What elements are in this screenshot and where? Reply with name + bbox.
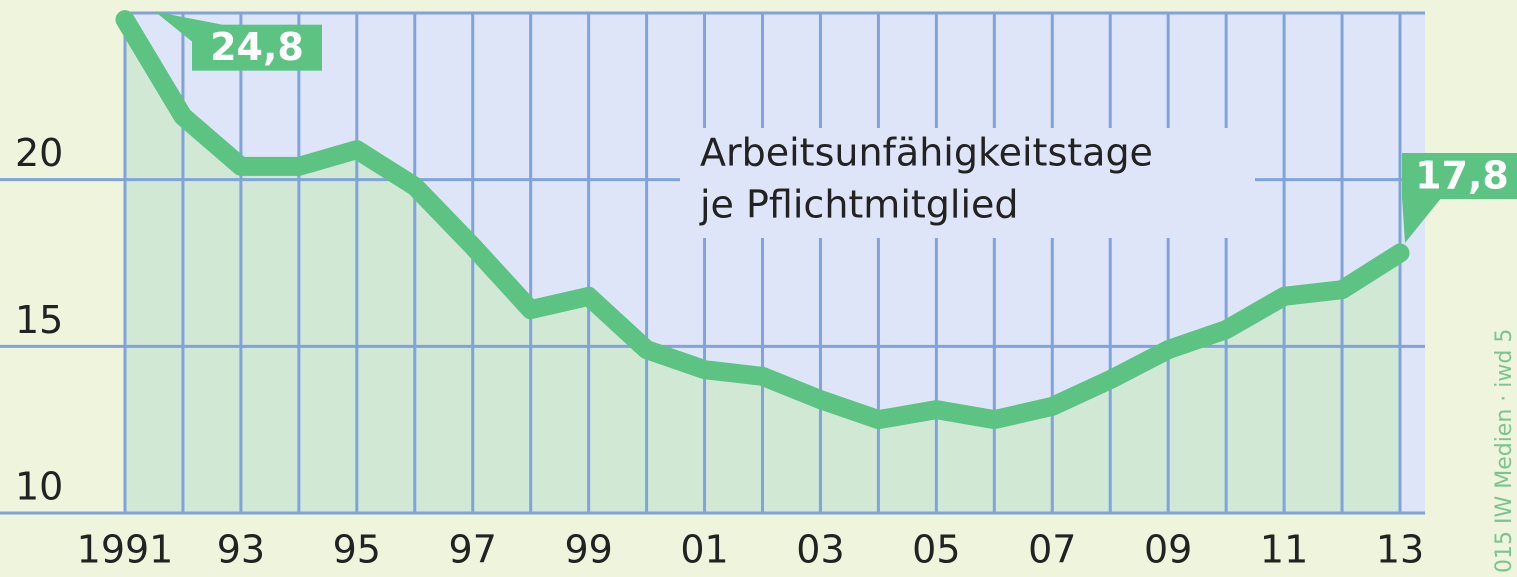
x-tick-label: 99	[564, 528, 612, 572]
data-label: 24,8	[210, 25, 304, 69]
x-tick-label: 07	[1028, 528, 1076, 572]
source: 015 IW Medien · iwd 5	[1492, 329, 1517, 573]
x-tick-label: 03	[796, 528, 844, 572]
x-tick-label: 01	[680, 528, 728, 572]
line	[115, 10, 1410, 430]
y-tick-label: 10	[15, 465, 63, 509]
x-tick-label: 13	[1376, 528, 1424, 572]
data-label: 17,8	[1415, 154, 1509, 198]
x-tick-label: 09	[1144, 528, 1192, 572]
area	[125, 19, 1400, 514]
annotation: je Pflichtmitglied	[699, 183, 1019, 227]
label-box	[1402, 153, 1517, 199]
x-tick-label: 11	[1260, 528, 1308, 572]
x-tick-label: 05	[912, 528, 960, 572]
y-tick-label: 15	[15, 298, 63, 342]
x-tick-label: 97	[449, 528, 497, 572]
label-pointer	[1402, 197, 1442, 243]
x-tick-label: 1991	[77, 528, 174, 572]
y-tick-label: 20	[15, 131, 63, 175]
x-tick-label: 93	[217, 528, 265, 572]
x-tick-label: 95	[333, 528, 381, 572]
annotation-background	[680, 128, 1255, 238]
annotation: Arbeitsunfähigkeitstage	[700, 131, 1153, 175]
label-box	[192, 24, 322, 71]
